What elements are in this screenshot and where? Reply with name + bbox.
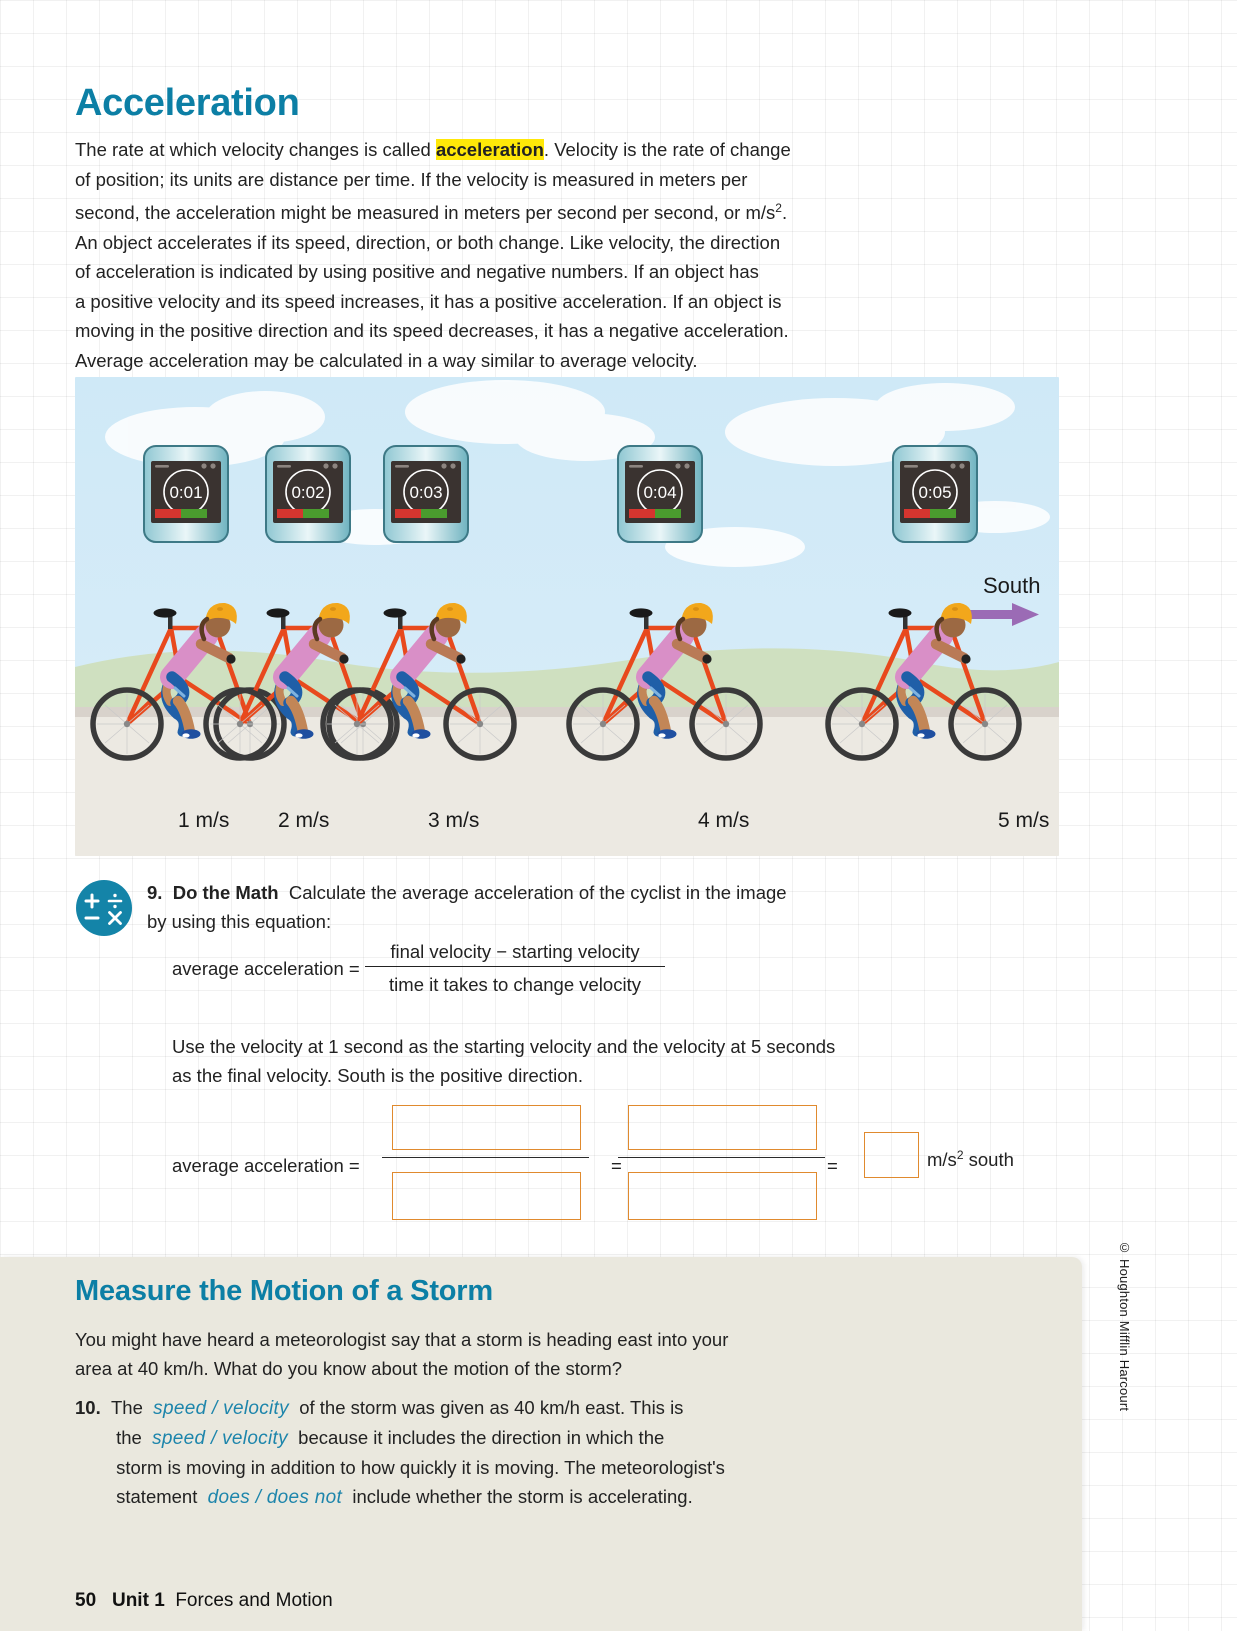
svg-text:5 m/s: 5 m/s <box>998 809 1049 832</box>
svg-text:0:05: 0:05 <box>918 483 951 502</box>
svg-text:3 m/s: 3 m/s <box>428 809 479 832</box>
svg-text:4 m/s: 4 m/s <box>698 809 749 832</box>
svg-text:0:03: 0:03 <box>409 483 442 502</box>
svg-text:2 m/s: 2 m/s <box>278 809 329 832</box>
svg-text:1 m/s: 1 m/s <box>178 809 229 832</box>
svg-text:South: South <box>983 573 1041 598</box>
svg-text:0:01: 0:01 <box>169 483 202 502</box>
svg-text:0:02: 0:02 <box>291 483 324 502</box>
svg-text:0:04: 0:04 <box>643 483 676 502</box>
